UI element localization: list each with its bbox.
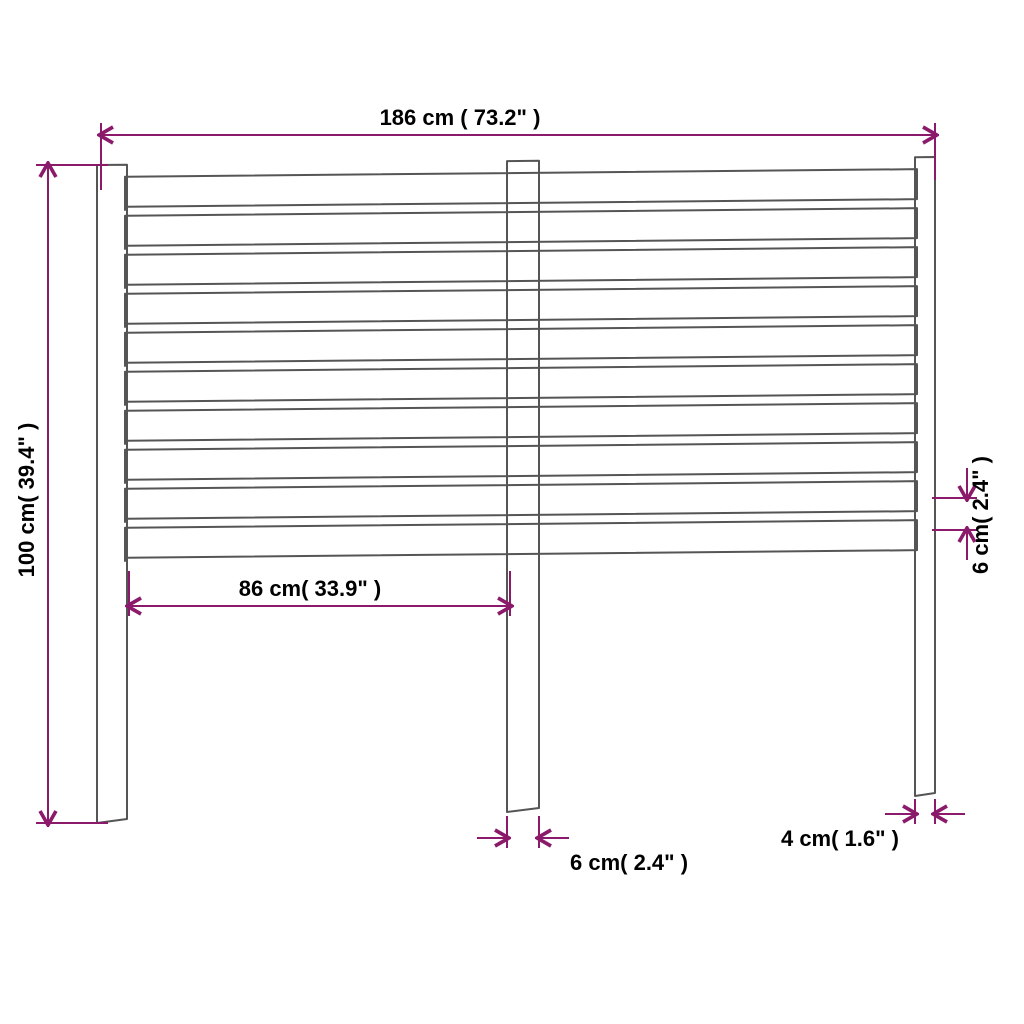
center-post: [507, 161, 539, 812]
headboard-outline: [97, 157, 935, 823]
dim-width-label: 186 cm ( 73.2" ): [380, 105, 541, 130]
slat: [125, 247, 917, 285]
slat: [125, 520, 917, 558]
dim-section-label: 86 cm( 33.9" ): [239, 576, 382, 601]
dimension-diagram: 186 cm ( 73.2" ) 100 cm( 39.4" ) 86 cm( 33…: [0, 0, 1024, 1024]
slat: [125, 286, 917, 324]
dimension-lines: 186 cm ( 73.2" ) 100 cm( 39.4" ) 86 cm( 33…: [14, 105, 993, 875]
slat: [125, 325, 917, 363]
dim-centerpost-label: 6 cm( 2.4" ): [570, 850, 688, 875]
left-post: [97, 165, 127, 823]
slat: [125, 208, 917, 246]
slat: [125, 364, 917, 402]
slat: [125, 403, 917, 441]
slat: [125, 169, 917, 207]
slat: [125, 481, 917, 519]
dim-rightpost-label: 4 cm( 1.6" ): [781, 826, 899, 851]
slat: [125, 442, 917, 480]
dim-height-label: 100 cm( 39.4" ): [14, 423, 39, 578]
dim-slat-label: 6 cm( 2.4" ): [968, 456, 993, 574]
